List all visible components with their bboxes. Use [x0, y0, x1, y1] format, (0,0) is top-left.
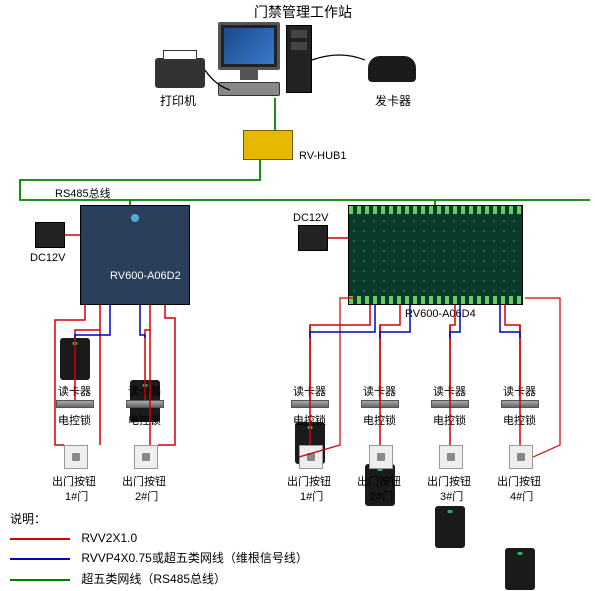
page-title: 门禁管理工作站: [254, 2, 352, 22]
power-supply-left-icon: [35, 222, 65, 248]
reader-label: 读卡器: [433, 383, 466, 399]
legend-text-red: RVV2X1.0: [81, 531, 137, 545]
reader-icon: [505, 548, 535, 590]
lock-icon: [126, 400, 164, 408]
exit-button-label: 出门按钮: [52, 473, 96, 489]
hub-label: RV-HUB1: [299, 150, 346, 162]
exit-button-icon: [134, 445, 158, 469]
legend-text-green: 超五类网线（RS485总线）: [81, 572, 226, 586]
power-supply-right-icon: [298, 225, 328, 251]
controller-right-model: RV600-A06D4: [405, 308, 476, 320]
door-label: 1#门: [65, 488, 88, 504]
controller-left-model: RV600-A06D2: [110, 270, 181, 282]
legend-row-green: 超五类网线（RS485总线）: [10, 570, 308, 587]
reader-label: 读卡器: [503, 383, 536, 399]
exit-button-label: 出门按钮: [427, 473, 471, 489]
legend-swatch-blue: [10, 558, 70, 560]
lock-icon: [361, 400, 399, 408]
exit-button-label: 出门按钮: [497, 473, 541, 489]
reader-label: 读卡器: [128, 383, 161, 399]
lock-label: 电控锁: [128, 412, 161, 428]
exit-button-icon: [64, 445, 88, 469]
pc-tower-icon: [286, 25, 312, 93]
door-label: 2#门: [370, 488, 393, 504]
card-issuer-label: 发卡器: [375, 92, 411, 109]
lock-icon: [501, 400, 539, 408]
controller-right-icon: [348, 205, 523, 305]
exit-button-icon: [369, 445, 393, 469]
monitor-stand-icon: [240, 70, 258, 80]
reader-label: 读卡器: [363, 383, 396, 399]
controller-left-icon: [80, 205, 190, 305]
legend-text-blue: RVVP4X0.75或超五类网线（维根信号线）: [81, 551, 308, 565]
power-left-label: DC12V: [30, 252, 65, 264]
reader-label: 读卡器: [58, 383, 91, 399]
lock-icon: [431, 400, 469, 408]
reader-label: 读卡器: [293, 383, 326, 399]
reader-icon: [60, 338, 90, 380]
door-label: 4#门: [510, 488, 533, 504]
exit-button-label: 出门按钮: [122, 473, 166, 489]
door-label: 2#门: [135, 488, 158, 504]
legend-row-blue: RVVP4X0.75或超五类网线（维根信号线）: [10, 549, 308, 566]
keyboard-icon: [218, 82, 280, 96]
legend-row-red: RVV2X1.0: [10, 531, 308, 545]
reader-icon: [435, 506, 465, 548]
power-right-label: DC12V: [293, 212, 328, 224]
door-label: 1#门: [300, 488, 323, 504]
lock-icon: [56, 400, 94, 408]
door-label: 3#门: [440, 488, 463, 504]
lock-label: 电控锁: [363, 412, 396, 428]
lock-label: 电控锁: [433, 412, 466, 428]
hub-icon: [243, 130, 293, 160]
bus-label: RS485总线: [55, 185, 111, 201]
exit-button-icon: [439, 445, 463, 469]
lock-label: 电控锁: [293, 412, 326, 428]
exit-button-label: 出门按钮: [287, 473, 331, 489]
printer-label: 打印机: [160, 92, 196, 109]
legend-swatch-red: [10, 538, 70, 540]
exit-button-icon: [299, 445, 323, 469]
card-issuer-icon: [368, 56, 416, 82]
lock-label: 电控锁: [58, 412, 91, 428]
lock-icon: [291, 400, 329, 408]
legend-title: 说明：: [10, 510, 308, 527]
monitor-icon: [218, 22, 280, 70]
exit-button-label: 出门按钮: [357, 473, 401, 489]
printer-icon: [155, 58, 205, 88]
exit-button-icon: [509, 445, 533, 469]
legend: 说明： RVV2X1.0 RVVP4X0.75或超五类网线（维根信号线） 超五类…: [10, 510, 308, 591]
lock-label: 电控锁: [503, 412, 536, 428]
